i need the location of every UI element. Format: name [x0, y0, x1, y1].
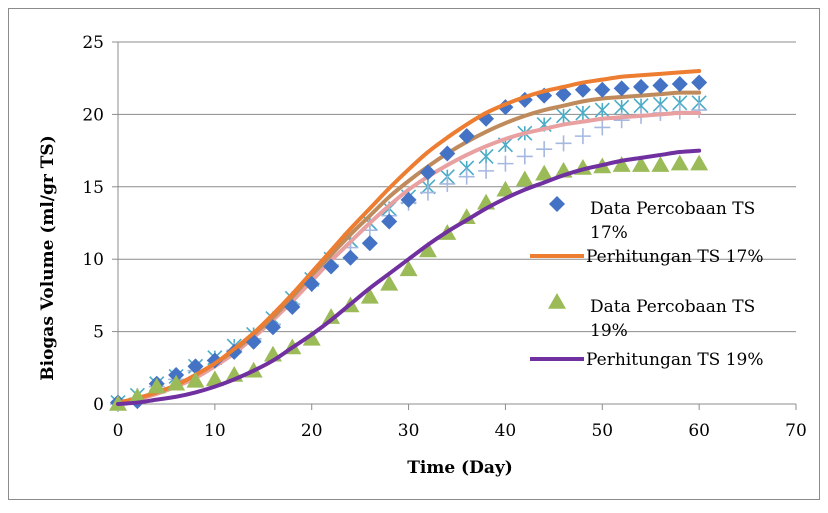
data-point — [613, 112, 630, 129]
data-point — [186, 371, 205, 388]
data-point — [555, 108, 572, 124]
x-tick-label: 20 — [301, 421, 323, 441]
data-point — [284, 298, 301, 315]
data-point — [652, 77, 669, 94]
data-point — [458, 128, 475, 145]
data-point — [515, 170, 534, 187]
data-point — [360, 287, 379, 304]
data-point — [670, 154, 689, 171]
legend: Data Percobaan TS 17% Perhitungan TS 17% Da… — [530, 196, 764, 370]
data-point — [632, 156, 651, 172]
data-point — [691, 74, 708, 91]
data-point — [302, 329, 321, 346]
x-axis-title: Time (Day) — [407, 458, 513, 478]
legend-item: Data Percobaan TS 19% — [548, 293, 755, 341]
data-point — [400, 191, 417, 208]
x-tick-label: 60 — [688, 421, 710, 441]
data-point — [555, 86, 572, 103]
legend-item: Perhitungan TS 17% — [530, 247, 764, 267]
x-tick-label: 50 — [591, 421, 613, 441]
data-point — [614, 99, 630, 115]
data-point — [594, 102, 610, 118]
data-point — [497, 155, 514, 172]
data-point — [457, 208, 476, 224]
x-tick-label: 40 — [495, 421, 517, 441]
legend-label: Data Percobaan TS — [590, 199, 755, 219]
data-point — [478, 148, 494, 164]
data-point — [381, 213, 398, 230]
series-line — [116, 148, 702, 406]
data-point — [535, 164, 554, 181]
data-point — [205, 370, 224, 387]
data-point — [691, 102, 708, 119]
data-point — [555, 135, 572, 152]
legend-item: Data Percobaan TS 17% — [549, 196, 755, 243]
data-point — [342, 249, 359, 266]
legend-swatch — [549, 196, 565, 212]
series-3 — [116, 148, 702, 406]
data-point — [612, 156, 631, 172]
data-point — [361, 235, 378, 252]
data-point — [574, 128, 591, 145]
y-tick-label: 10 — [82, 250, 104, 270]
data-point — [419, 184, 436, 201]
data-point — [594, 81, 611, 98]
data-point — [671, 75, 688, 92]
data-point — [439, 175, 456, 192]
data-point — [380, 274, 399, 291]
series-1 — [116, 68, 702, 405]
data-point — [187, 358, 204, 375]
data-point — [419, 164, 436, 181]
data-point — [458, 168, 475, 185]
data-point — [399, 260, 418, 277]
legend-item: Perhitungan TS 19% — [530, 350, 764, 370]
gridlines — [118, 41, 796, 333]
x-tick-label: 70 — [785, 421, 807, 441]
legend-label: Data Percobaan TS — [590, 297, 755, 317]
data-point — [322, 308, 341, 324]
axes: 0 10 20 30 40 50 60 70 0 5 10 15 20 25 — [82, 33, 806, 441]
x-tick-label: 0 — [113, 421, 124, 441]
y-tick-label: 5 — [93, 323, 104, 343]
x-tick-label: 10 — [204, 421, 226, 441]
data-point — [167, 374, 186, 391]
series-0 — [110, 74, 708, 411]
legend-swatch — [548, 293, 566, 309]
data-point — [575, 105, 591, 121]
data-point — [497, 99, 514, 116]
data-point — [439, 145, 456, 162]
x-tick-label: 30 — [398, 421, 420, 441]
legend-label-line2: 19% — [590, 321, 628, 341]
data-point — [418, 241, 437, 258]
data-point — [128, 387, 147, 404]
legend-label: Perhitungan TS 19% — [586, 350, 764, 370]
y-tick-label: 15 — [82, 178, 104, 198]
data-point — [303, 275, 320, 292]
data-point — [651, 156, 670, 172]
data-point — [594, 119, 611, 136]
data-point — [574, 81, 591, 98]
data-point — [323, 258, 340, 275]
data-point — [147, 377, 166, 394]
data-point — [613, 80, 630, 97]
data-point — [690, 154, 709, 171]
data-point — [478, 162, 495, 179]
y-tick-label: 20 — [82, 105, 104, 125]
series-layer — [109, 68, 709, 412]
data-point — [496, 180, 515, 197]
data-point — [536, 141, 553, 158]
y-tick-label: 25 — [82, 33, 104, 53]
series-line — [116, 68, 702, 405]
legend-label-line2: 17% — [590, 223, 628, 243]
y-axis-title: Biogas Volume (ml/gr TS) — [38, 135, 58, 381]
y-tick-label: 0 — [93, 395, 104, 415]
data-point — [516, 148, 533, 165]
legend-label: Perhitungan TS 17% — [586, 247, 764, 267]
data-point — [633, 78, 650, 95]
data-point — [264, 319, 281, 336]
